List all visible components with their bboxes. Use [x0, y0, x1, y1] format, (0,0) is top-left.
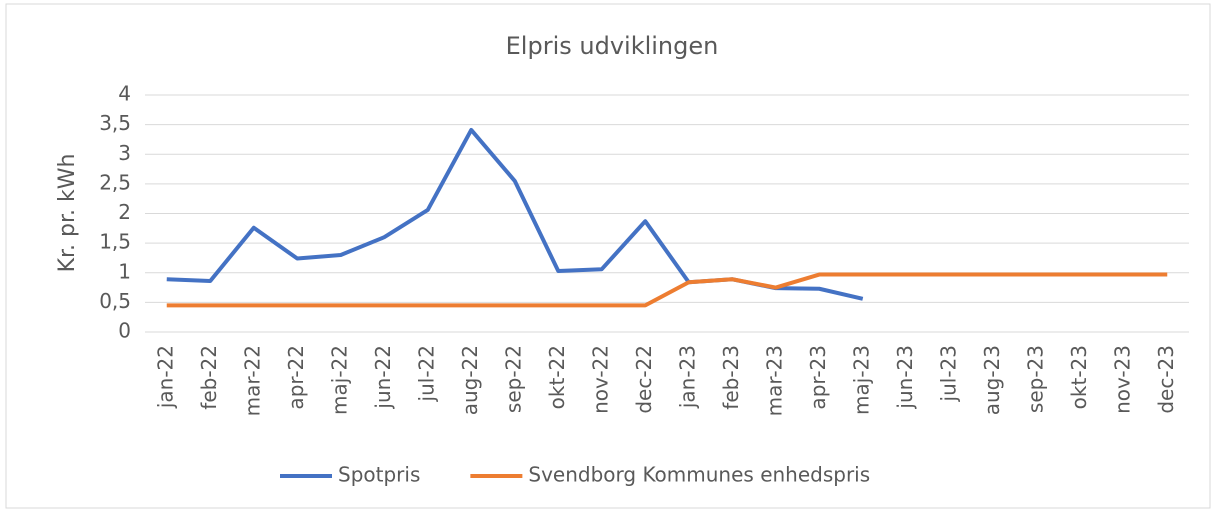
x-tick-label: jun-23: [893, 345, 917, 410]
x-tick-label: dec-22: [632, 345, 656, 414]
x-tick-label: mar-22: [240, 345, 264, 416]
legend-label: Svendborg Kommunes enhedspris: [528, 463, 870, 487]
x-tick-label: feb-23: [719, 345, 743, 410]
x-tick-label: jul-22: [414, 345, 438, 402]
x-tick-label: maj-22: [327, 345, 351, 415]
x-tick-label: sep-23: [1023, 345, 1047, 413]
y-tick-label: 4: [118, 82, 131, 106]
chart-title: Elpris udviklingen: [506, 32, 719, 60]
legend-label: Spotpris: [338, 463, 420, 487]
series-line: [166, 272, 1168, 308]
chart-frame: [5, 3, 1211, 509]
x-tick-label: feb-22: [197, 345, 221, 410]
y-tick-label: 0: [118, 319, 131, 343]
y-tick-label: 0,5: [99, 289, 131, 313]
x-tick-label: jan-23: [675, 345, 699, 409]
x-tick-label: jun-22: [371, 345, 395, 410]
x-tick-label: apr-22: [284, 345, 308, 410]
y-tick-label: 1: [118, 259, 131, 283]
x-tick-label: aug-23: [980, 345, 1004, 415]
x-tick-label: jan-22: [153, 345, 177, 409]
y-axis-label: Kr. pr. kWh: [55, 154, 80, 273]
y-tick-label: 2,5: [99, 170, 131, 194]
x-tick-label: maj-23: [849, 345, 873, 415]
y-tick-label: 1,5: [99, 230, 131, 254]
x-tick-label: apr-23: [806, 345, 830, 410]
x-tick-label: okt-22: [545, 345, 569, 409]
y-tick-label: 3: [118, 141, 131, 165]
x-tick-label: jul-23: [936, 345, 960, 402]
x-tick-label: sep-22: [501, 345, 525, 413]
y-tick-label: 2: [118, 200, 131, 224]
x-tick-label: okt-23: [1067, 345, 1091, 409]
x-tick-label: aug-22: [458, 345, 482, 415]
x-tick-label: nov-22: [588, 345, 612, 414]
x-tick-label: mar-23: [762, 345, 786, 416]
y-tick-label: 3,5: [99, 111, 131, 135]
x-tick-label: nov-23: [1110, 345, 1134, 414]
x-tick-label: dec-23: [1154, 345, 1178, 414]
